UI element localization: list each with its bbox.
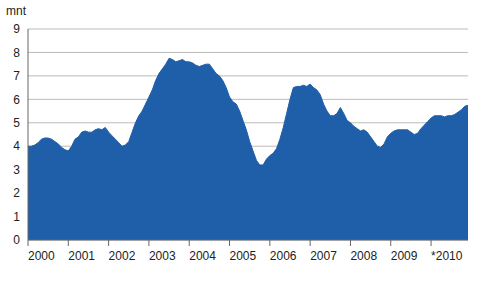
svg-text:6: 6 — [13, 93, 20, 107]
svg-text:2007: 2007 — [310, 249, 337, 263]
svg-text:*2010: *2010 — [431, 249, 463, 263]
svg-text:9: 9 — [13, 22, 20, 36]
svg-text:2005: 2005 — [230, 249, 257, 263]
svg-text:2006: 2006 — [270, 249, 297, 263]
svg-text:5: 5 — [13, 116, 20, 130]
html-text:mnt: mnt — [6, 4, 26, 18]
svg-text:2003: 2003 — [149, 249, 176, 263]
svg-text:0: 0 — [13, 233, 20, 247]
svg-text:7: 7 — [13, 69, 20, 83]
svg-text:2008: 2008 — [350, 249, 377, 263]
svg-text:2001: 2001 — [68, 249, 95, 263]
svg-text:2000: 2000 — [28, 249, 55, 263]
svg-text:2004: 2004 — [189, 249, 216, 263]
svg-text:8: 8 — [13, 46, 20, 60]
svg-text:4: 4 — [13, 139, 20, 153]
svg-text:3: 3 — [13, 163, 20, 177]
svg-text:2002: 2002 — [109, 249, 136, 263]
svg-text:2: 2 — [13, 186, 20, 200]
svg-text:2009: 2009 — [391, 249, 418, 263]
svg-text:1: 1 — [13, 210, 20, 224]
